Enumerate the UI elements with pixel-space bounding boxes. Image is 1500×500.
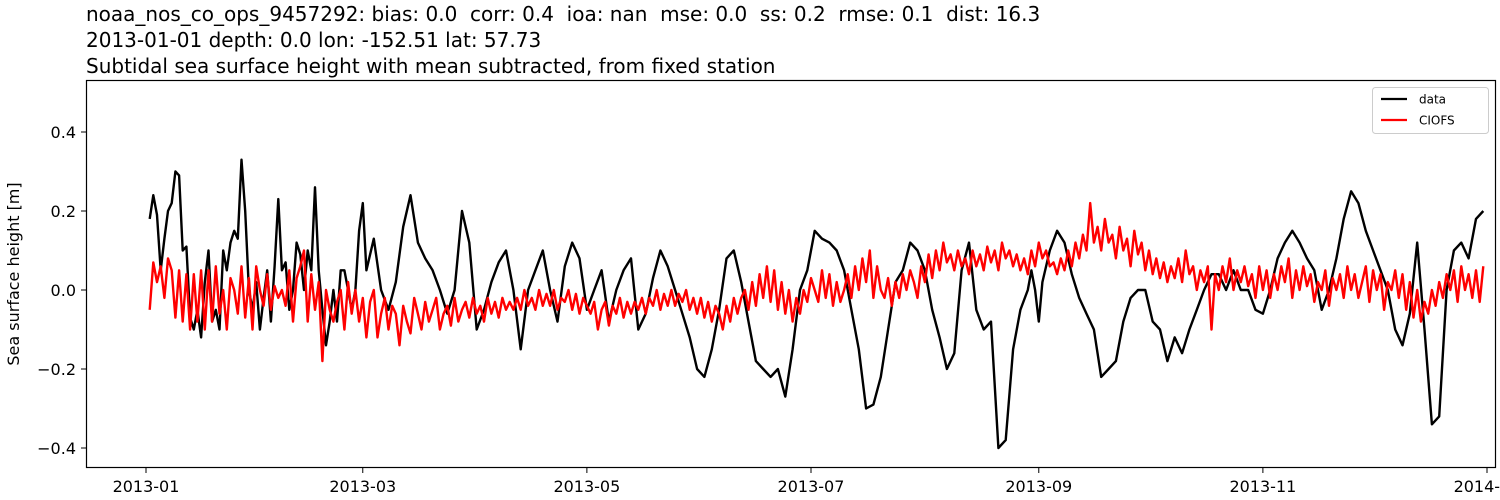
series-line-ciofs bbox=[148, 201, 1485, 363]
y-tick-label: 0.2 bbox=[51, 202, 76, 221]
y-tick-label: −0.4 bbox=[37, 439, 76, 458]
x-tick-label: 2013-03 bbox=[329, 477, 396, 496]
y-tick-label: −0.2 bbox=[37, 360, 76, 379]
x-tick-label: 2013-01 bbox=[113, 477, 180, 496]
legend-label-data: data bbox=[1419, 93, 1446, 107]
x-tick-label: 2013-05 bbox=[553, 477, 620, 496]
y-axis: 0.4 0.2 0.0 −0.2 −0.4 bbox=[37, 123, 87, 458]
x-axis: 2013-01 2013-03 2013-05 2013-07 2013-09 2013-… bbox=[113, 467, 1500, 496]
title-description-line: Subtidal sea surface height with mean su… bbox=[86, 54, 776, 78]
y-tick-label: 0.0 bbox=[51, 281, 76, 300]
x-tick-label: 2014-01 bbox=[1454, 477, 1500, 496]
chart-title: noaa_nos_co_ops_9457292: bias: 0.0 corr:… bbox=[86, 1, 1040, 79]
axes-frame bbox=[85, 79, 1497, 469]
y-axis-label: Sea surface height [m] bbox=[4, 182, 23, 365]
x-tick-label: 2013-11 bbox=[1229, 477, 1296, 496]
title-location-line: 2013-01-01 depth: 0.0 lon: -152.51 lat: … bbox=[86, 28, 542, 52]
x-tick-label: 2013-09 bbox=[1005, 477, 1072, 496]
legend: data CIOFS bbox=[1372, 87, 1489, 134]
y-tick-label: 0.4 bbox=[51, 123, 76, 142]
legend-label-ciofs: CIOFS bbox=[1419, 114, 1455, 128]
series-layer bbox=[148, 158, 1485, 450]
series-line-data bbox=[148, 158, 1485, 450]
title-stats-line: noaa_nos_co_ops_9457292: bias: 0.0 corr:… bbox=[86, 2, 1041, 26]
x-tick-label: 2013-07 bbox=[778, 477, 845, 496]
